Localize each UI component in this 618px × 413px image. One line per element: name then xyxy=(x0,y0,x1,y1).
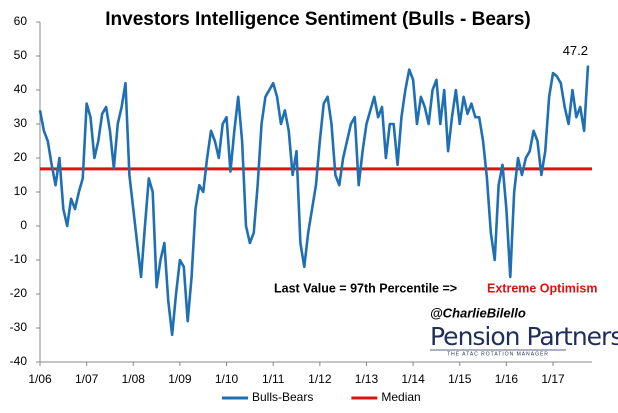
legend-label: Bulls-Bears xyxy=(252,390,313,404)
y-tick-label: 10 xyxy=(14,184,28,198)
chart-title: Investors Intelligence Sentiment (Bulls … xyxy=(105,9,531,30)
logo: Pension Partners xyxy=(430,322,618,351)
x-tick-label: 1/13 xyxy=(355,372,379,386)
logo-tagline: THE ATAC ROTATION MANAGER xyxy=(447,351,549,357)
last-value-label: 47.2 xyxy=(563,43,588,58)
series-line xyxy=(38,65,590,337)
y-tick-label: -40 xyxy=(10,354,28,368)
y-tick-label: 20 xyxy=(14,150,28,164)
x-tick-label: 1/08 xyxy=(122,372,146,386)
legend-label: Median xyxy=(381,390,420,404)
y-tick-label: 50 xyxy=(14,48,28,62)
x-tick-label: 1/07 xyxy=(75,372,99,386)
annotation: Last Value = 97th Percentile => xyxy=(274,281,457,295)
x-tick-label: 1/10 xyxy=(215,372,239,386)
annotation: @CharlieBilello xyxy=(430,305,526,320)
y-tick-label: -10 xyxy=(10,252,28,266)
annotation: Extreme Optimism xyxy=(487,281,597,295)
y-tick-label: 40 xyxy=(14,82,28,96)
y-tick-label: 60 xyxy=(14,14,28,28)
x-tick-label: 1/14 xyxy=(401,372,425,386)
x-tick-label: 1/06 xyxy=(28,372,52,386)
x-tick-label: 1/11 xyxy=(262,372,285,386)
y-tick-label: -20 xyxy=(10,286,28,300)
x-tick-label: 1/17 xyxy=(541,372,565,386)
x-tick-label: 1/16 xyxy=(495,372,519,386)
x-tick-label: 1/12 xyxy=(308,372,332,386)
x-tick-label: 1/09 xyxy=(168,372,192,386)
y-tick-label: 0 xyxy=(20,218,27,232)
y-tick-label: 30 xyxy=(14,116,28,130)
y-tick-label: -30 xyxy=(10,320,28,334)
x-tick-label: 1/15 xyxy=(448,372,472,386)
